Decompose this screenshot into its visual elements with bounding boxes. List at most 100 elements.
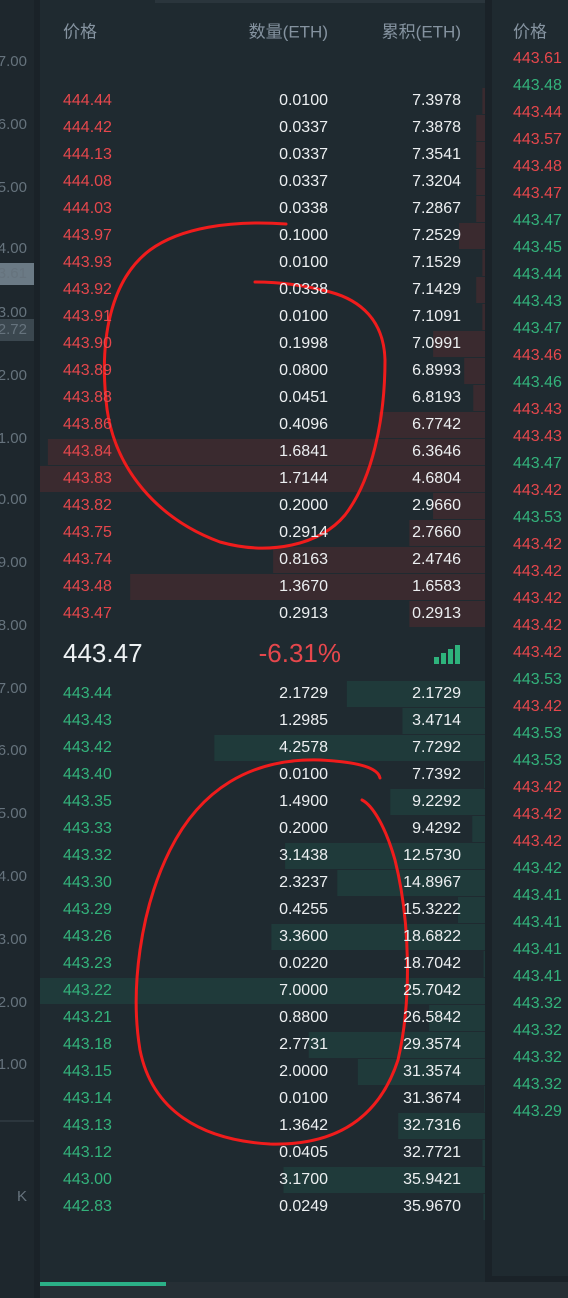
price: 443.23 [63, 955, 112, 972]
price: 443.89 [63, 362, 112, 379]
price: 443.18 [63, 1036, 112, 1053]
cumulative: 6.8993 [412, 362, 461, 379]
depth-bar [409, 601, 485, 627]
axis-label: 2.00 [0, 367, 27, 384]
price: 443.40 [63, 766, 112, 783]
quantity: 3.1700 [279, 1171, 328, 1188]
cumulative: 35.9421 [403, 1171, 461, 1188]
trade-price: 443.42 [513, 590, 562, 607]
depth-bar [482, 88, 485, 114]
price: 443.29 [63, 901, 112, 918]
price: 443.47 [63, 605, 112, 622]
quantity: 0.4255 [279, 901, 328, 918]
cumulative: 6.3646 [412, 443, 461, 460]
price: 443.21 [63, 1009, 112, 1026]
cumulative: 2.1729 [412, 685, 461, 702]
depth-bar [357, 1059, 485, 1085]
price: 443.14 [63, 1090, 112, 1107]
quantity: 3.3600 [279, 928, 328, 945]
axis-label: 7.00 [0, 53, 27, 70]
cumulative: 2.9660 [412, 497, 461, 514]
trades-header: 价格 [513, 22, 547, 41]
trade-price: 443.32 [513, 1049, 562, 1066]
quantity: 0.0405 [279, 1144, 328, 1161]
trade-price: 443.48 [513, 158, 562, 175]
depth-bar [40, 466, 485, 492]
depth-bar [472, 816, 485, 842]
trade-price: 443.41 [513, 914, 562, 931]
cumulative: 2.4746 [412, 551, 461, 568]
depth-bar [285, 843, 485, 869]
price: 443.93 [63, 254, 112, 271]
trade-price: 443.46 [513, 374, 562, 391]
cumulative: 31.3674 [403, 1090, 461, 1107]
price: 443.82 [63, 497, 112, 514]
price: 443.13 [63, 1117, 112, 1134]
depth-bar [40, 978, 485, 1004]
last-price: 443.47 [63, 638, 143, 668]
trades-panel [492, 0, 568, 1276]
quantity: 1.3670 [279, 578, 328, 595]
axis-label: 7.00 [0, 680, 27, 697]
cumulative: 32.7316 [403, 1117, 461, 1134]
price: 443.90 [63, 335, 112, 352]
depth-bar [390, 789, 485, 815]
trade-price: 443.42 [513, 860, 562, 877]
trade-price: 443.42 [513, 833, 562, 850]
depth-bar [482, 304, 485, 330]
cumulative: 7.1529 [412, 254, 461, 271]
cumulative: 32.7721 [403, 1144, 461, 1161]
quantity: 0.0337 [279, 146, 328, 163]
trade-price: 443.57 [513, 131, 562, 148]
price: 443.12 [63, 1144, 112, 1161]
quantity: 1.6841 [279, 443, 328, 460]
trade-price: 443.42 [513, 536, 562, 553]
cumulative: 7.2529 [412, 227, 461, 244]
trade-price: 443.47 [513, 320, 562, 337]
depth-bar [464, 358, 485, 384]
cumulative: 31.3574 [403, 1063, 461, 1080]
quantity: 1.3642 [279, 1117, 328, 1134]
depth-bar [484, 762, 485, 788]
price: 443.43 [63, 712, 112, 729]
price: 444.44 [63, 92, 112, 109]
depth-bar [271, 924, 485, 950]
cumulative: 7.7292 [412, 739, 461, 756]
trade-price: 443.42 [513, 617, 562, 634]
trade-price: 443.47 [513, 212, 562, 229]
quantity: 2.1729 [279, 685, 328, 702]
cumulative: 7.3541 [412, 146, 461, 163]
axis-label: 3.00 [0, 304, 27, 321]
cumulative: 7.3878 [412, 119, 461, 136]
depth-bar [283, 1167, 485, 1193]
axis-label: 3.00 [0, 931, 27, 948]
cumulative: 7.1091 [412, 308, 461, 325]
signal-icon [434, 645, 460, 664]
qty-header: 数量(ETH) [249, 22, 328, 41]
axis-label: 6.00 [0, 742, 27, 759]
quantity: 1.7144 [279, 470, 328, 487]
axis-label: 9.00 [0, 554, 27, 571]
rows [40, 88, 486, 1220]
change: -6.31% [259, 638, 341, 668]
quantity: 0.0100 [279, 766, 328, 783]
trade-price: 443.53 [513, 509, 562, 526]
cumulative: 9.4292 [412, 820, 461, 837]
quantity: 0.2913 [279, 605, 328, 622]
price: 443.35 [63, 793, 112, 810]
cumulative: 35.9670 [403, 1198, 461, 1215]
price: 443.83 [63, 470, 112, 487]
quantity: 2.3237 [279, 874, 328, 891]
price: 443.32 [63, 847, 112, 864]
quantity: 0.1000 [279, 227, 328, 244]
cumulative: 7.3978 [412, 92, 461, 109]
depth-bar [402, 708, 485, 734]
price: 442.83 [63, 1198, 112, 1215]
quantity: 1.4900 [279, 793, 328, 810]
price: 443.75 [63, 524, 112, 541]
quantity: 0.4096 [279, 416, 328, 433]
price: 443.26 [63, 928, 112, 945]
depth-bar [482, 250, 485, 276]
quantity: 0.8163 [279, 551, 328, 568]
cumulative: 3.4714 [412, 712, 461, 729]
